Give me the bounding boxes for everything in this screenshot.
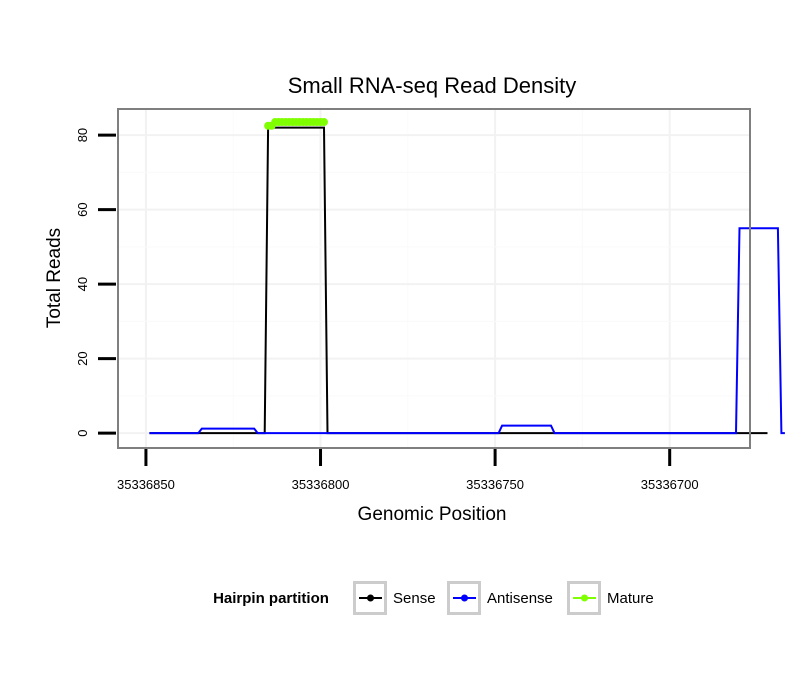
legend-key-point [581, 594, 588, 602]
legend-key-point [367, 594, 374, 602]
plot-panel [118, 109, 750, 448]
point-mature [320, 118, 329, 127]
series-line-antisense [149, 227, 785, 435]
legend-entries: Sense Antisense Mature [353, 581, 654, 615]
legend-label-antisense: Antisense [487, 590, 553, 607]
x-tick-label: 35336850 [117, 477, 175, 492]
x-tick-label: 35336800 [292, 477, 350, 492]
y-tick-label: 20 [75, 351, 90, 365]
y-tick-label: 80 [75, 128, 90, 142]
y-tick-label: 0 [75, 429, 90, 436]
x-axis-title: Genomic Position [358, 504, 507, 525]
legend-label-sense: Sense [393, 590, 436, 607]
chart-title: Small RNA-seq Read Density [288, 73, 577, 98]
y-tick-label: 60 [75, 202, 90, 216]
x-tick-label: 35336700 [641, 477, 699, 492]
plot-border [117, 108, 751, 449]
x-axis: 35336850 35336800 35336750 35336700 [117, 449, 699, 492]
x-tick-label: 35336750 [466, 477, 524, 492]
legend-title: Hairpin partition [213, 590, 329, 607]
y-axis-title: Total Reads [44, 228, 65, 328]
grid-lines [118, 109, 750, 448]
legend-label-mature: Mature [607, 590, 654, 607]
y-tick-label: 40 [75, 277, 90, 291]
y-axis: 0 20 40 60 80 [75, 128, 116, 437]
legend: Hairpin partition Sense Antisense Mature [213, 581, 654, 615]
legend-key-point [461, 594, 468, 602]
series-layer [149, 118, 785, 435]
